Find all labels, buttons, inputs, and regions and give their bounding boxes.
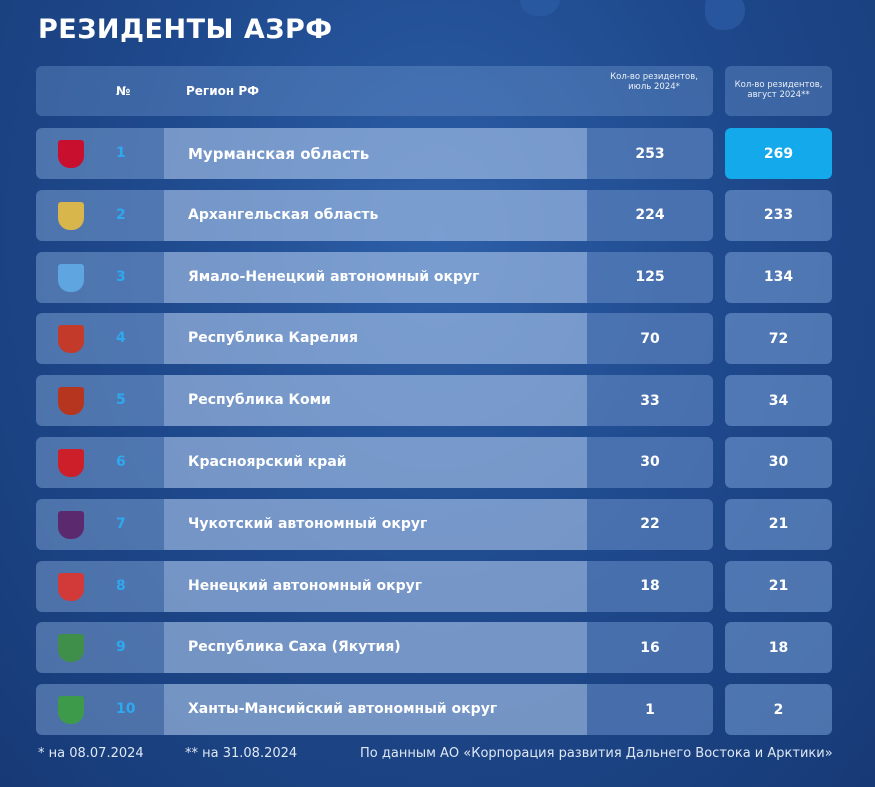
page-title: РЕЗИДЕНТЫ АЗРФ [38,14,333,45]
table-row: 9 Республика Саха (Якутия) 16 18 [36,622,832,674]
row-band [164,128,587,179]
row-region: Чукотский автономный округ [188,515,428,532]
row-region: Ямало-Ненецкий автономный округ [188,268,480,285]
row-main: 8 Ненецкий автономный округ 18 [36,560,713,612]
row-region: Республика Коми [188,392,331,409]
karelia-emblem-icon [58,325,84,354]
row-band [164,189,587,241]
source-note: По данным АО «Корпорация развития Дальне… [360,746,833,761]
table-header: № Регион РФ Кол-во резидентов, июль 2024… [36,66,713,116]
header-july: Кол-во резидентов, июль 2024* [610,72,698,92]
yamal-emblem-icon [58,263,84,292]
row-july-value: 125 [587,251,713,303]
row-band [164,560,587,612]
header-region: Регион РФ [186,84,260,98]
row-main: 1 Мурманская область 253 [36,128,713,179]
row-main: 6 Красноярский край 30 [36,436,713,488]
header-num: № [116,84,131,98]
row-july-value: 70 [587,313,713,365]
row-main: 4 Республика Карелия 70 [36,313,713,365]
footnote-august: ** на 31.08.2024 [185,746,298,761]
table-row: 6 Красноярский край 30 30 [36,436,832,488]
row-band [164,436,587,488]
row-august-value: 30 [725,436,832,488]
murmansk-emblem-icon [58,140,84,168]
table-row: 2 Архангельская область 224 233 [36,189,832,241]
row-region: Республика Саха (Якутия) [188,639,401,656]
footnote-july: * на 08.07.2024 [38,746,144,761]
nenets-emblem-icon [58,572,84,601]
row-region: Ненецкий автономный округ [188,577,423,594]
komi-emblem-icon [58,387,84,416]
row-region: Ханты-Мансийский автономный округ [188,701,498,718]
khmao-emblem-icon [58,696,84,725]
row-august-value: 269 [725,128,832,179]
row-august-value: 34 [725,375,832,427]
row-july-value: 22 [587,498,713,550]
table-row: 5 Республика Коми 33 34 [36,375,832,427]
row-number: 8 [116,577,126,594]
row-main: 10 Ханты-Мансийский автономный округ 1 [36,684,713,736]
arkhangelsk-emblem-icon [58,201,84,230]
row-number: 7 [116,515,126,532]
row-main: 5 Республика Коми 33 [36,375,713,427]
row-band [164,313,587,365]
row-july-value: 16 [587,622,713,674]
table-row: 1 Мурманская область 253 269 [36,128,832,179]
row-band [164,622,587,674]
row-july-value: 30 [587,436,713,488]
row-number: 9 [116,639,126,656]
residents-table: 1 Мурманская область 253 269 2 Архангель… [36,128,832,746]
row-number: 1 [116,145,126,161]
row-august-value: 18 [725,622,832,674]
row-band [164,498,587,550]
row-number: 5 [116,392,126,409]
yakutia-emblem-icon [58,634,84,663]
row-main: 7 Чукотский автономный округ 22 [36,498,713,550]
row-region: Мурманская область [188,145,370,163]
row-july-value: 253 [587,128,713,179]
chukotka-emblem-icon [58,510,84,539]
map-fragment-icon [705,0,745,30]
row-august-value: 233 [725,189,832,241]
table-row: 4 Республика Карелия 70 72 [36,313,832,365]
table-row: 8 Ненецкий автономный округ 18 21 [36,560,832,612]
row-july-value: 33 [587,375,713,427]
header-august: Кол-во резидентов, август 2024** [725,66,832,116]
row-region: Республика Карелия [188,330,358,347]
table-row: 10 Ханты-Мансийский автономный округ 1 2 [36,684,832,736]
row-july-value: 224 [587,189,713,241]
row-band [164,375,587,427]
row-band [164,684,587,736]
row-august-value: 72 [725,313,832,365]
row-august-value: 21 [725,498,832,550]
table-row: 3 Ямало-Ненецкий автономный округ 125 13… [36,251,832,303]
row-band [164,251,587,303]
map-fragment-icon [520,0,560,16]
row-august-value: 134 [725,251,832,303]
row-july-value: 18 [587,560,713,612]
row-main: 3 Ямало-Ненецкий автономный округ 125 [36,251,713,303]
row-number: 10 [116,701,136,718]
row-region: Красноярский край [188,453,347,470]
row-number: 2 [116,206,126,223]
row-region: Архангельская область [188,206,379,223]
row-august-value: 2 [725,684,832,736]
table-row: 7 Чукотский автономный округ 22 21 [36,498,832,550]
row-number: 6 [116,453,126,470]
row-july-value: 1 [587,684,713,736]
row-number: 4 [116,330,126,347]
row-august-value: 21 [725,560,832,612]
row-main: 9 Республика Саха (Якутия) 16 [36,622,713,674]
row-main: 2 Архангельская область 224 [36,189,713,241]
krasnoyarsk-emblem-icon [58,448,84,477]
row-number: 3 [116,268,126,285]
